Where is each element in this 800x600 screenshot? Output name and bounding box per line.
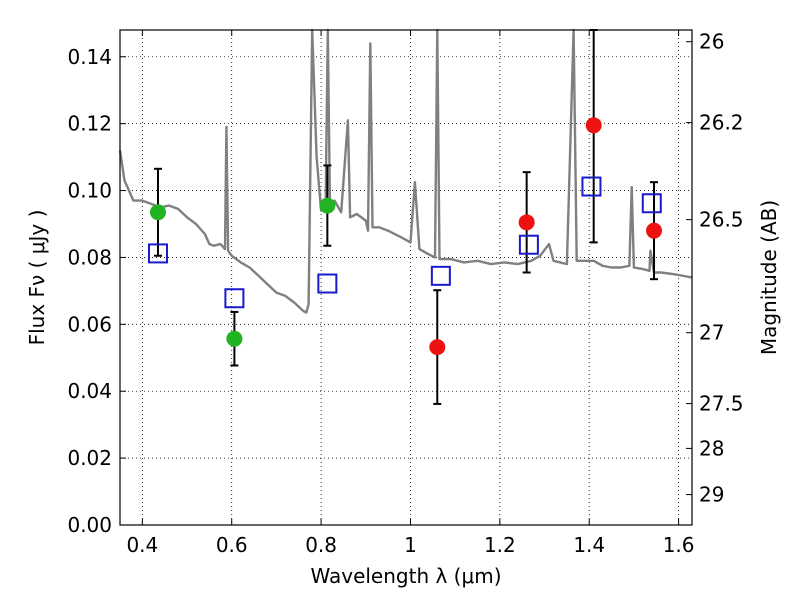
model-square-marker: [641, 193, 662, 214]
model-square-marker: [430, 265, 451, 286]
spectrum-layer: [118, 28, 693, 314]
model-square-marker: [317, 273, 338, 294]
x-tick-label: 1.2: [484, 533, 516, 557]
x-tick-label: 1: [404, 533, 417, 557]
spectrum-line: [118, 28, 693, 314]
right-tick-label: 27: [699, 321, 724, 345]
grid-layer: [120, 30, 692, 526]
data-point-marker: [585, 117, 602, 134]
y-axis-right-title: Magnitude (AB): [757, 200, 781, 355]
model-square-marker: [581, 176, 602, 197]
right-tick-label: 26: [699, 30, 724, 54]
right-tick-label: 26.2: [699, 111, 744, 135]
data-point-marker: [518, 214, 535, 231]
data-point-marker: [429, 339, 446, 356]
plot-frame: [119, 29, 693, 526]
x-tick-label: 1.4: [573, 533, 605, 557]
right-tick-label: 29: [699, 483, 724, 507]
marker-layer: [147, 117, 663, 356]
y-tick-label: 0.04: [67, 379, 112, 403]
model-square-marker: [147, 243, 168, 264]
x-tick-label: 0.8: [305, 533, 337, 557]
y-tick-label: 0.10: [67, 179, 112, 203]
right-tick-label: 27.5: [699, 392, 744, 416]
right-tick-label: 28: [699, 436, 724, 460]
y-tick-label: 0.12: [67, 112, 112, 136]
model-square-marker: [518, 234, 539, 255]
y-tick-label: 0.14: [67, 45, 112, 69]
tick-layer: 0.4 0.6 0.8 1 1.2 1.4 1.6 0.00 0.02 0.04 0.06 0.08 0…: [67, 30, 743, 557]
data-point-marker: [149, 204, 166, 221]
data-point-marker: [319, 197, 336, 214]
y-tick-label: 0.02: [67, 446, 112, 470]
x-axis-title: Wavelength λ (μm): [310, 564, 501, 588]
x-tick-label: 0.6: [216, 533, 248, 557]
data-point-marker: [226, 330, 243, 347]
y-tick-label: 0.00: [67, 513, 112, 537]
x-tick-label: 0.4: [126, 533, 158, 557]
right-tick-label: 26.5: [699, 208, 744, 232]
y-tick-label: 0.06: [67, 312, 112, 336]
x-tick-label: 1.6: [663, 533, 695, 557]
y-tick-label: 0.08: [67, 245, 112, 269]
y-axis-title: Flux Fν ( μJy ): [25, 210, 49, 346]
errorbar-layer: [153, 29, 659, 405]
model-square-marker: [224, 288, 245, 309]
data-point-marker: [646, 222, 663, 239]
